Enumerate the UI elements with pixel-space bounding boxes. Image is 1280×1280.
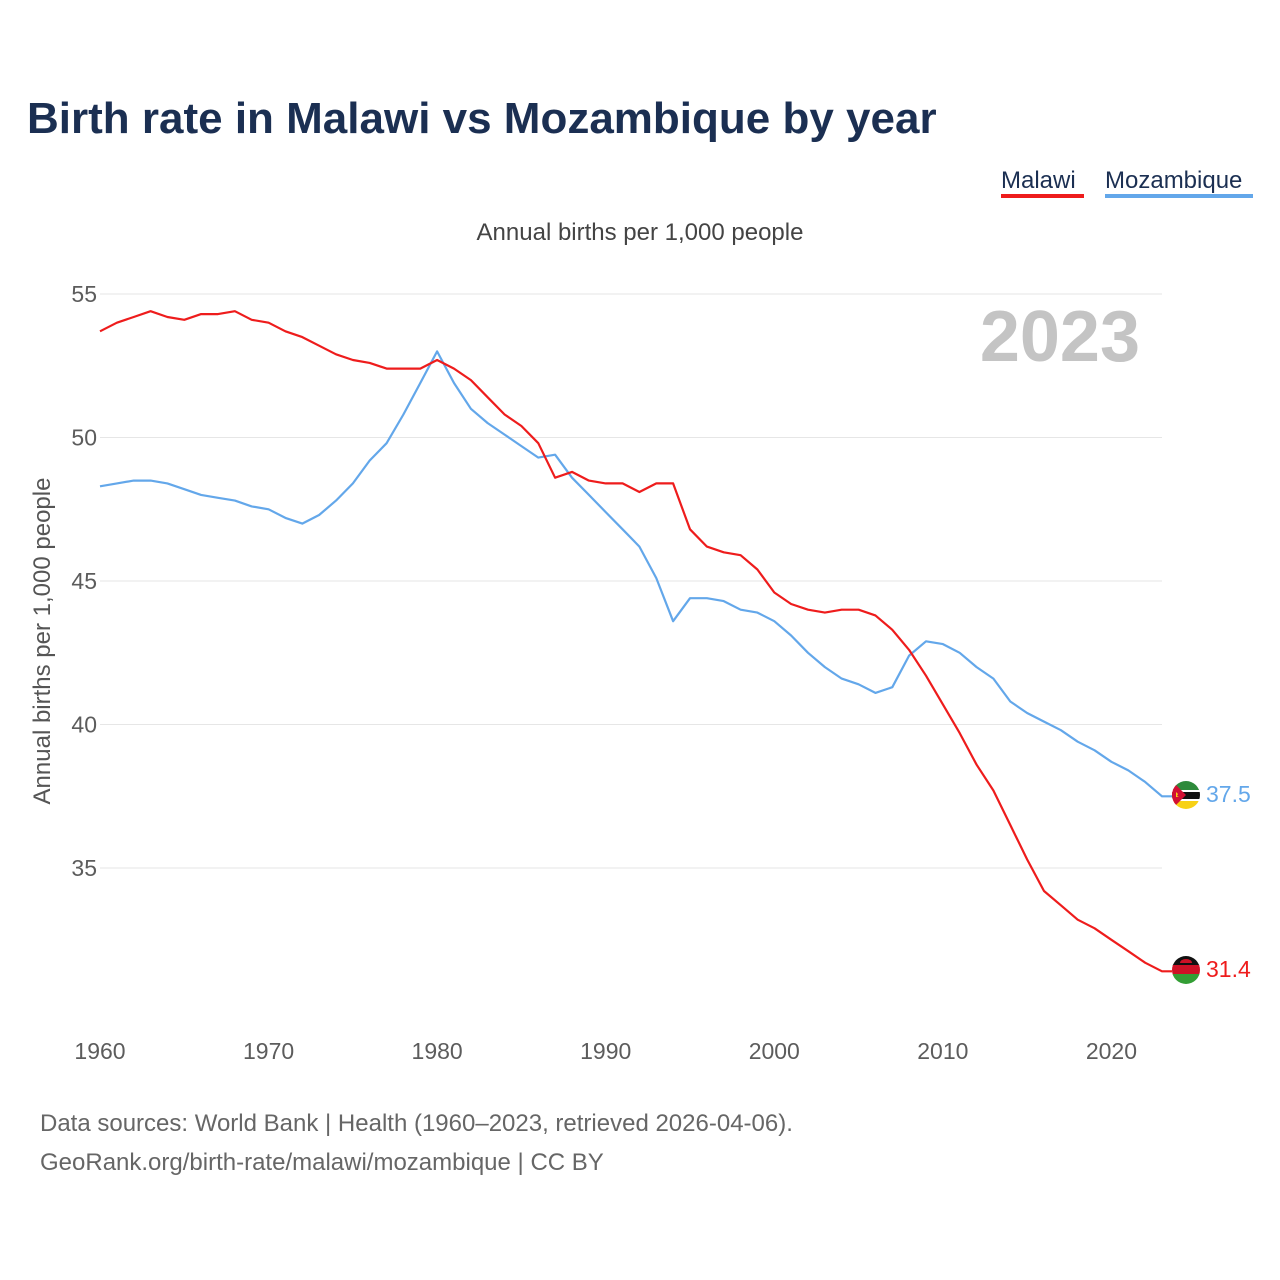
chart-title: Birth rate in Malawi vs Mozambique by ye…: [27, 94, 937, 143]
y-axis-ticks: 35 40 45 50 55: [71, 281, 97, 881]
footer-url: GeoRank.org/birth-rate/malawi/mozambique…: [40, 1149, 604, 1176]
malawi-flag-icon: [1172, 956, 1200, 984]
x-tick-label: 2010: [917, 1038, 968, 1064]
y-tick-label: 55: [71, 281, 97, 307]
x-axis-ticks: 1960 1970 1980 1990 2000 2010 2020: [74, 1038, 1137, 1064]
end-value-malawi: 31.4: [1206, 956, 1251, 982]
y-tick-label: 45: [71, 568, 97, 594]
y-tick-label: 35: [71, 855, 97, 881]
end-value-mozambique: 37.5: [1206, 781, 1251, 807]
series-lines: [99, 310, 1172, 973]
y-tick-label: 40: [71, 712, 97, 738]
series-line-malawi[interactable]: [99, 310, 1172, 973]
legend: Malawi Mozambique: [1001, 167, 1253, 198]
series-line-mozambique[interactable]: [99, 350, 1172, 798]
year-watermark: 2023: [980, 297, 1140, 377]
x-tick-label: 2020: [1086, 1038, 1137, 1064]
x-tick-label: 1960: [74, 1038, 125, 1064]
x-tick-label: 1980: [412, 1038, 463, 1064]
y-axis-label: Annual births per 1,000 people: [29, 478, 56, 805]
legend-entry-malawi[interactable]: Malawi: [1001, 167, 1076, 194]
gridlines: [100, 293, 1162, 869]
y-tick-label: 50: [71, 425, 97, 451]
chart-subtitle: Annual births per 1,000 people: [477, 219, 804, 246]
legend-entry-mozambique[interactable]: Mozambique: [1105, 167, 1242, 194]
mozambique-flag-icon: [1172, 781, 1200, 809]
footer-source: Data sources: World Bank | Health (1960–…: [40, 1110, 793, 1137]
x-tick-label: 1970: [243, 1038, 294, 1064]
x-tick-label: 1990: [580, 1038, 631, 1064]
x-tick-label: 2000: [749, 1038, 800, 1064]
